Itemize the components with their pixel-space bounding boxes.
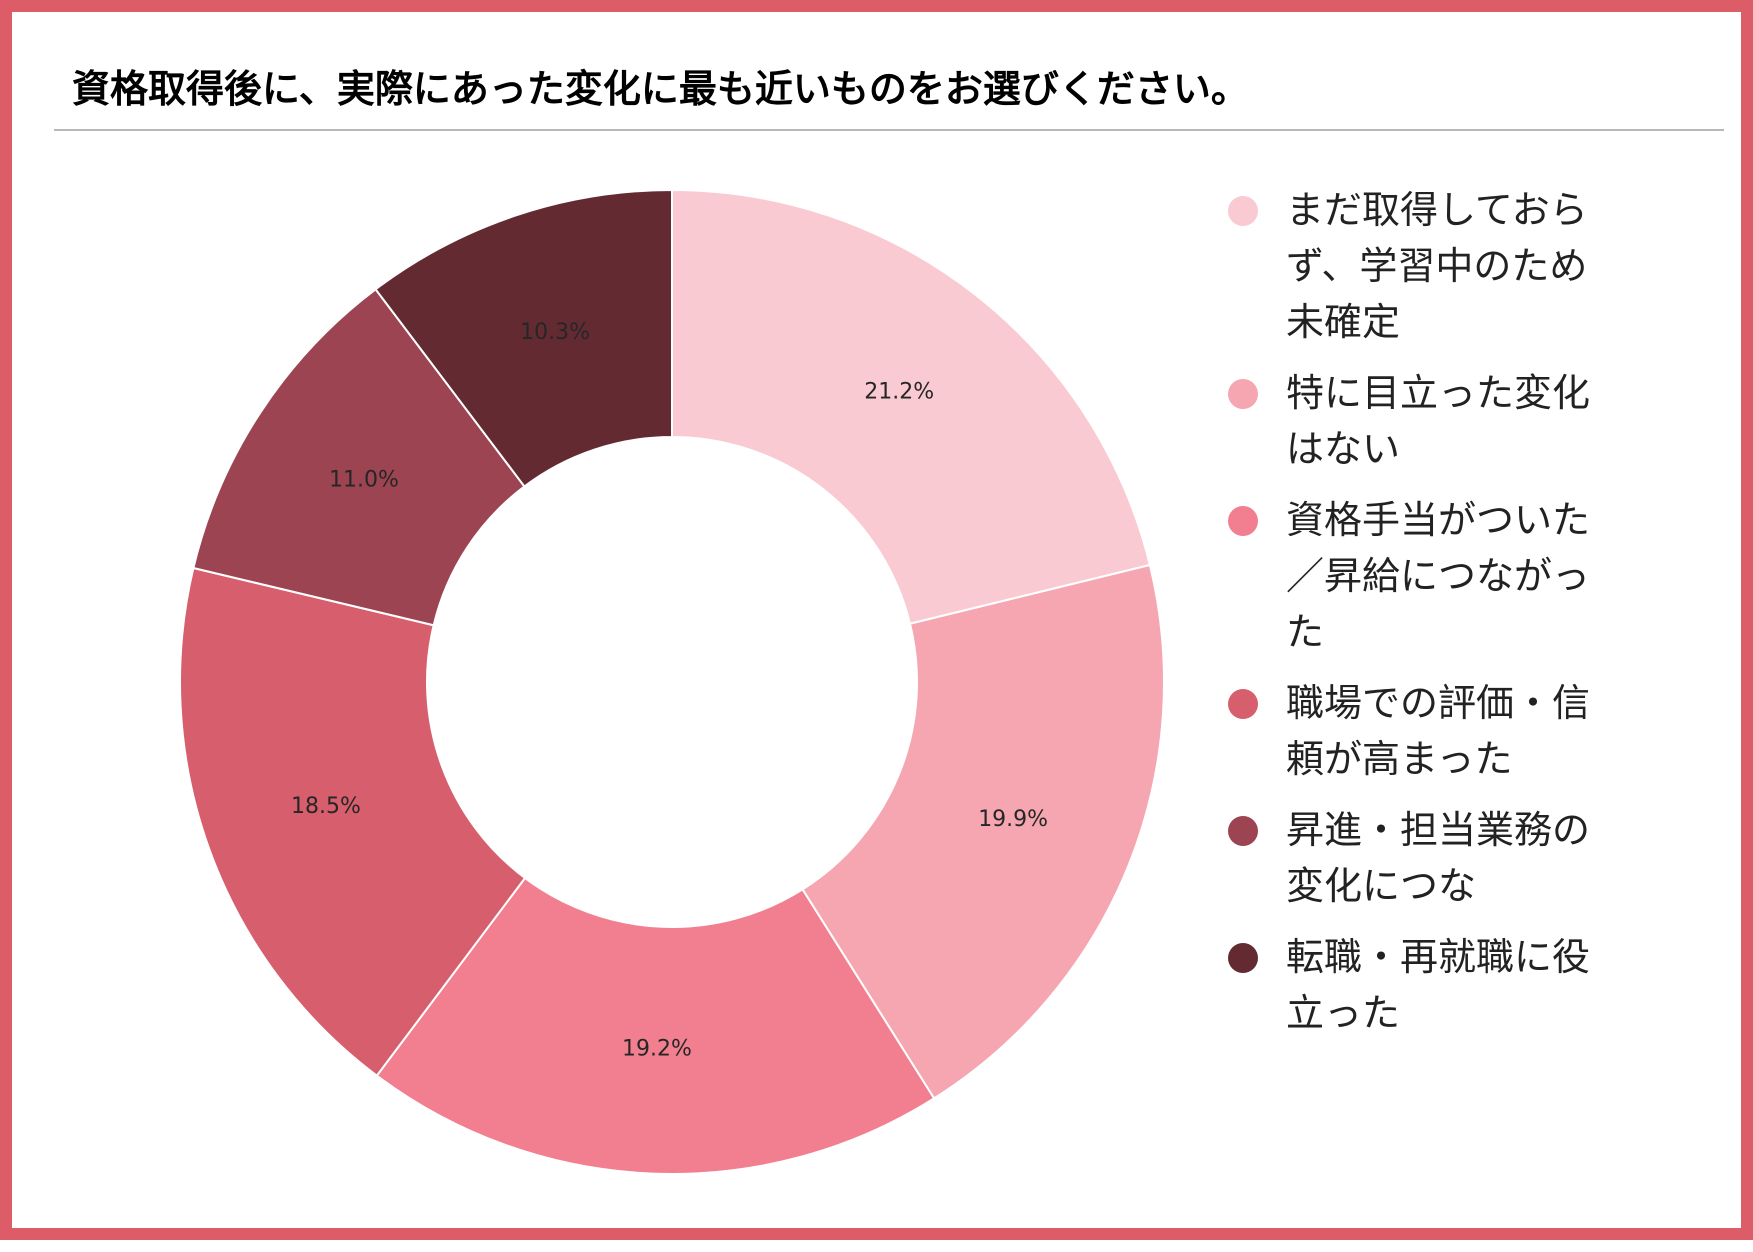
legend-swatch-4 bbox=[1228, 689, 1258, 719]
slice-value-label-4: 18.5% bbox=[291, 794, 361, 819]
title-divider bbox=[54, 129, 1724, 131]
slice-value-label-3: 19.2% bbox=[622, 1037, 692, 1062]
legend-label-6: 転職・再就職に役立った bbox=[1286, 935, 1591, 1035]
legend-label-3: 資格手当がついた／昇給につながった bbox=[1286, 498, 1591, 654]
legend-swatch-5 bbox=[1228, 816, 1258, 846]
donut-slice-5 bbox=[192, 287, 526, 627]
donut-slice-3 bbox=[375, 876, 936, 1175]
donut-slice-1 bbox=[671, 188, 1152, 625]
chart-title: 資格取得後に、実際にあった変化に最も近いものをお選びください。 bbox=[72, 67, 1249, 111]
legend-item-3: 資格手当がついた／昇給につながった bbox=[1224, 492, 1624, 660]
legend-swatch-6 bbox=[1228, 943, 1258, 973]
donut-slices bbox=[179, 188, 1165, 1175]
slice-value-label-1: 21.2% bbox=[864, 379, 934, 404]
legend-item-5: 昇進・担当業務の変化につな bbox=[1224, 802, 1624, 914]
slice-value-label-5: 11.0% bbox=[329, 468, 399, 493]
legend-swatch-1 bbox=[1228, 196, 1258, 226]
legend-swatch-2 bbox=[1228, 379, 1258, 409]
slice-value-label-6: 10.3% bbox=[520, 320, 590, 345]
legend-item-6: 転職・再就職に役立った bbox=[1224, 929, 1624, 1041]
slice-value-label-2: 19.9% bbox=[978, 807, 1048, 832]
donut-chart: 21.2% 19.9% 19.2% 18.5% 11.0% 10.3% bbox=[179, 188, 1165, 1175]
donut-slice-2 bbox=[801, 563, 1165, 1100]
legend-label-2: 特に目立った変化はない bbox=[1286, 371, 1591, 471]
legend-item-2: 特に目立った変化はない bbox=[1224, 365, 1624, 477]
donut-slice-6 bbox=[374, 188, 673, 488]
legend-label-4: 職場での評価・信頼が高まった bbox=[1286, 681, 1591, 781]
slice-labels: 21.2% 19.9% 19.2% 18.5% 11.0% 10.3% bbox=[291, 320, 1048, 1062]
legend-item-1: まだ取得しておらず、学習中のため未確定 bbox=[1224, 182, 1624, 350]
chart-legend: まだ取得しておらず、学習中のため未確定特に目立った変化はない資格手当がついた／昇… bbox=[1224, 182, 1624, 1056]
legend-item-4: 職場での評価・信頼が高まった bbox=[1224, 675, 1624, 787]
legend-label-1: まだ取得しておらず、学習中のため未確定 bbox=[1286, 188, 1588, 344]
donut-slice-4 bbox=[179, 566, 527, 1078]
legend-swatch-3 bbox=[1228, 506, 1258, 536]
legend-label-5: 昇進・担当業務の変化につな bbox=[1286, 808, 1591, 908]
